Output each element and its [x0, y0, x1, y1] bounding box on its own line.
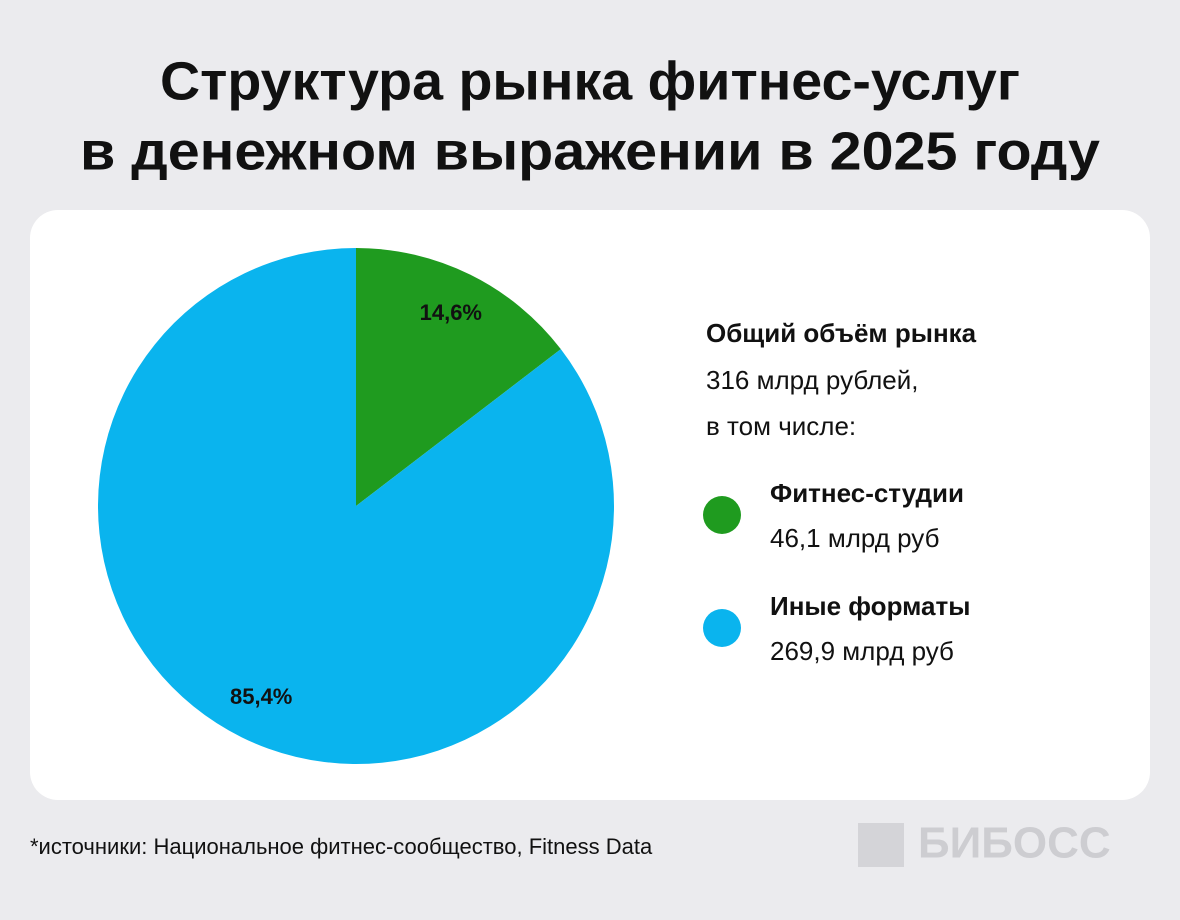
- value-label: 85,4%: [230, 684, 292, 709]
- legend-detail: 269,9 млрд руб: [770, 636, 954, 666]
- pie-slice: [98, 248, 615, 764]
- legend-marker: [703, 609, 741, 647]
- logo: БИБОСС: [918, 819, 1111, 868]
- chart-title: в денежном выражении в 2025 году: [80, 121, 1100, 181]
- summary-line: в том числе:: [706, 411, 856, 441]
- chart-title: Структура рынка фитнес-услуг: [160, 51, 1020, 111]
- value-label: 14,6%: [420, 300, 482, 325]
- summary-line: 316 млрд рублей,: [706, 365, 918, 395]
- legend-marker: [703, 496, 741, 534]
- pie-slice: [356, 248, 561, 506]
- source: *источники: Национальное фитнес-сообщест…: [30, 834, 653, 859]
- legend: Фитнес-студии 46,1 млрд руб Иные форматы 26…: [703, 478, 970, 666]
- legend-label: Фитнес-студии: [770, 478, 964, 508]
- legend-label: Иные форматы: [770, 591, 970, 621]
- summary-title: Общий объём рынка: [706, 318, 977, 348]
- pie: 14,6% 85,4%: [98, 248, 615, 764]
- legend-detail: 46,1 млрд руб: [770, 523, 939, 553]
- logo-icon: [858, 823, 904, 867]
